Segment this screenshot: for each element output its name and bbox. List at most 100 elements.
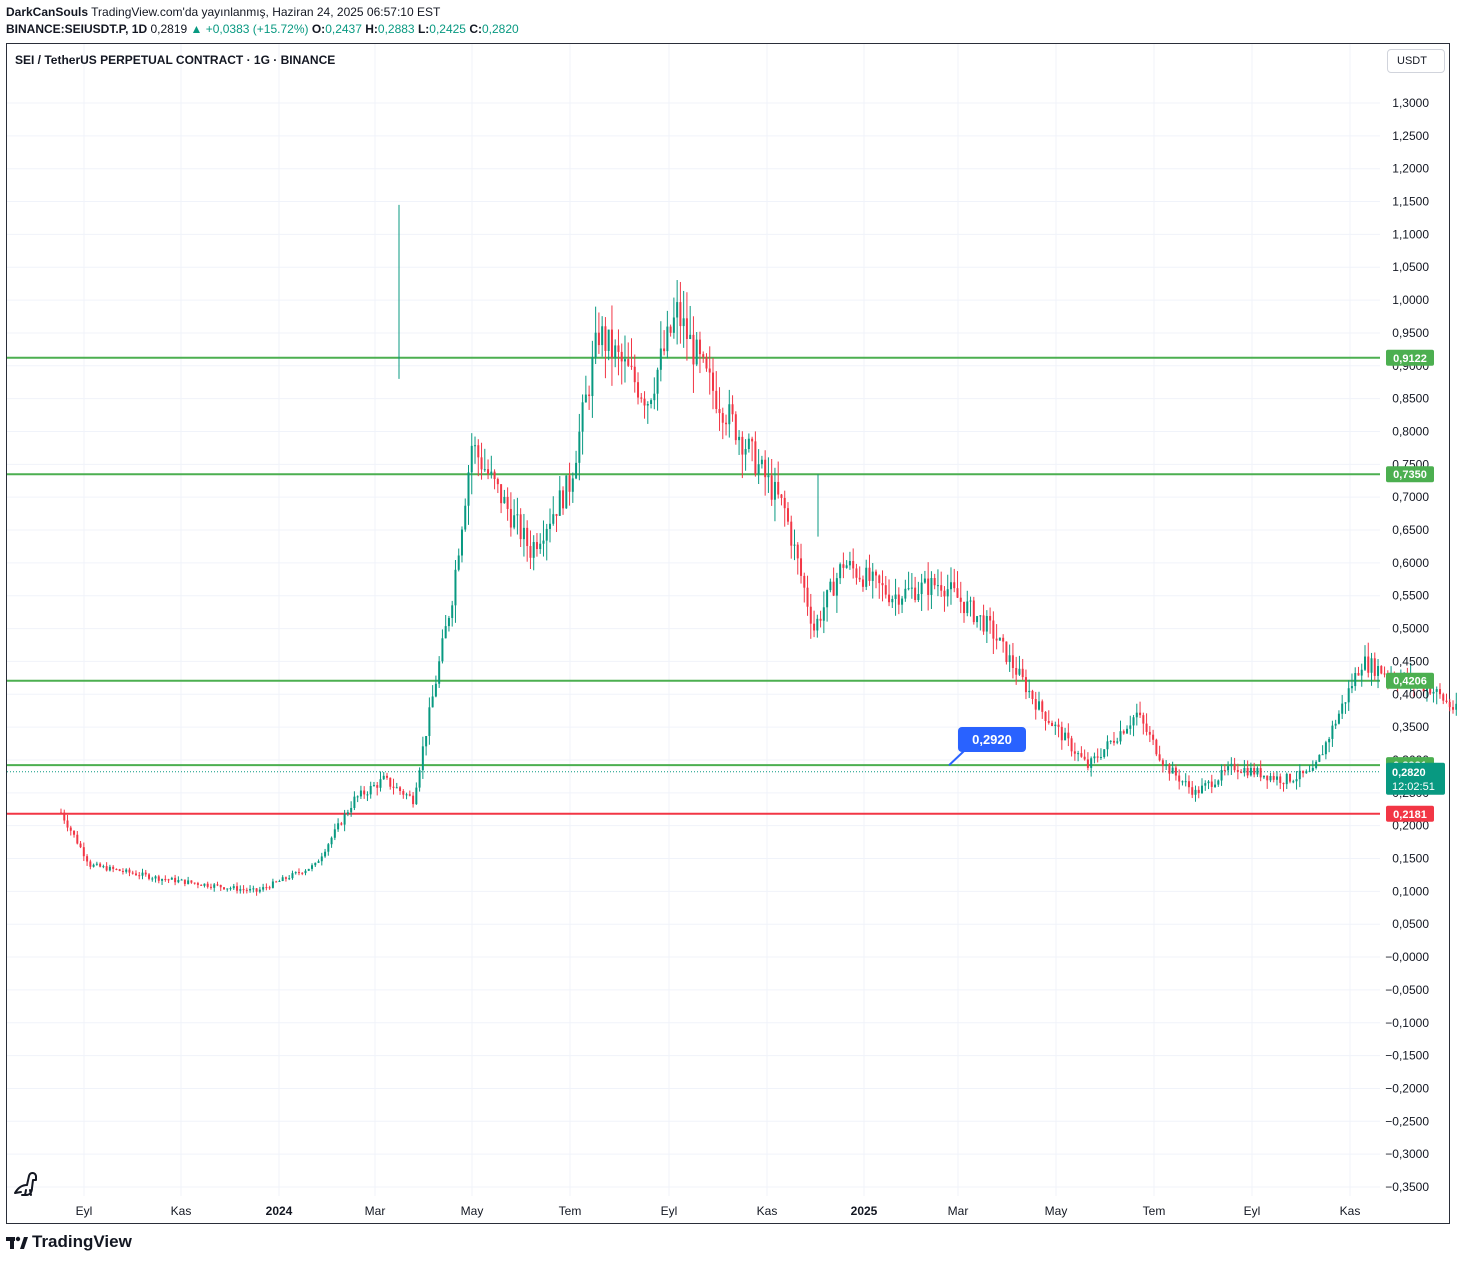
candle-body [966,601,969,614]
candle-body [1233,763,1236,771]
candle-body [1054,724,1057,727]
candle-body [800,558,803,576]
candle-body [353,796,356,808]
candle-body [232,886,235,889]
candle-body [529,546,532,558]
candle-body [1083,756,1086,760]
candle-body [460,529,463,556]
candle-body [454,569,457,606]
candle-body [379,779,382,788]
candle-body [1282,782,1285,785]
candle-body [1132,717,1135,726]
time-tick-label: 2024 [266,1204,293,1218]
candle-body [1178,775,1181,782]
candle-body [744,449,747,455]
candle-body [252,888,255,890]
candle-body [1438,689,1441,695]
price-tick-label: −0,0000 [1385,950,1429,964]
candle-body [1360,669,1363,676]
candle-body [503,496,506,504]
price-tick-label: −0,3500 [1385,1180,1429,1194]
candle-body [288,878,291,880]
candle-body [131,872,134,874]
candle-body [946,589,949,597]
price-tick-label: 0,2000 [1392,819,1429,833]
dino-icon[interactable] [12,1168,42,1198]
candle-body [1262,775,1265,778]
candle-body [359,790,362,797]
candle-body [692,334,695,365]
publish-info: DarkCanSouls TradingView.com'da yayınlan… [6,5,440,19]
currency-button[interactable]: USDT [1387,49,1445,73]
candle-body [868,567,871,581]
candle-body [1126,728,1129,734]
candle-body [340,823,343,825]
candle-body [405,794,408,796]
candle-body [1214,784,1217,787]
candle-body [337,823,340,830]
candle-body [705,356,708,369]
candle-body [1295,779,1298,782]
candle-body [1315,761,1318,768]
candle-body [930,577,933,595]
candle-body [242,889,245,891]
candle-body [1129,725,1132,729]
candle-body [327,844,330,852]
candle-body [324,851,327,857]
time-axis: Eyl Kas 2024 Mar May Tem Eyl Kas 2025 Mar May Tem Ey… [76,1204,1361,1218]
candle-body [271,881,274,888]
price-tags: 0,91220,73500,42060,29210,21810,282012:0… [1386,349,1445,822]
candle-body [666,326,669,352]
candle-body [914,587,917,601]
candle-body [1249,767,1252,776]
candle-body [1217,780,1220,785]
candle-body [1223,770,1226,772]
candle-body [650,400,653,404]
candle-body [878,575,881,584]
price-tick-label: 0,5000 [1392,622,1429,636]
candle-body [571,478,574,492]
price-tick-label: −0,1500 [1385,1049,1429,1063]
candle-body [1047,721,1050,723]
candle-body [920,582,923,595]
candle-body [829,581,832,591]
candle-body [1155,739,1158,755]
candle-body [1334,723,1337,726]
candle-body [519,514,522,540]
candle-body [1197,789,1200,794]
candle-body [89,861,92,867]
candle-body [1275,776,1278,780]
candle-body [875,571,877,576]
candle-body [1051,722,1054,727]
level-price-tag [1386,805,1434,822]
time-tick-label: 2025 [851,1204,878,1218]
candle-body [555,514,558,516]
candle-body [562,490,565,509]
candle-body [728,404,731,425]
candle-body [1331,725,1334,739]
candle-body [627,359,630,366]
price-tick-label: 0,0500 [1392,917,1429,931]
candle-body [1227,766,1230,771]
candle-body [777,481,780,495]
candle-body [1116,741,1119,743]
candle-body [506,496,509,509]
price-tick-label: 0,6000 [1392,556,1429,570]
candle-body [1187,781,1190,788]
candle-body [138,875,141,877]
candle-body [350,807,353,813]
candle-body [1021,668,1024,678]
candle-body [121,870,124,872]
candle-body [223,887,225,890]
candle-body [190,880,193,883]
candle-body [307,868,310,871]
price-tick-label: 1,2000 [1392,162,1429,176]
candle-body [200,884,203,886]
price-tick-label: 0,3500 [1392,720,1429,734]
candle-body [1328,738,1331,743]
candle-body [490,471,493,474]
candle-body [402,791,405,795]
candle-body [167,879,170,881]
candle-body [1086,759,1089,768]
